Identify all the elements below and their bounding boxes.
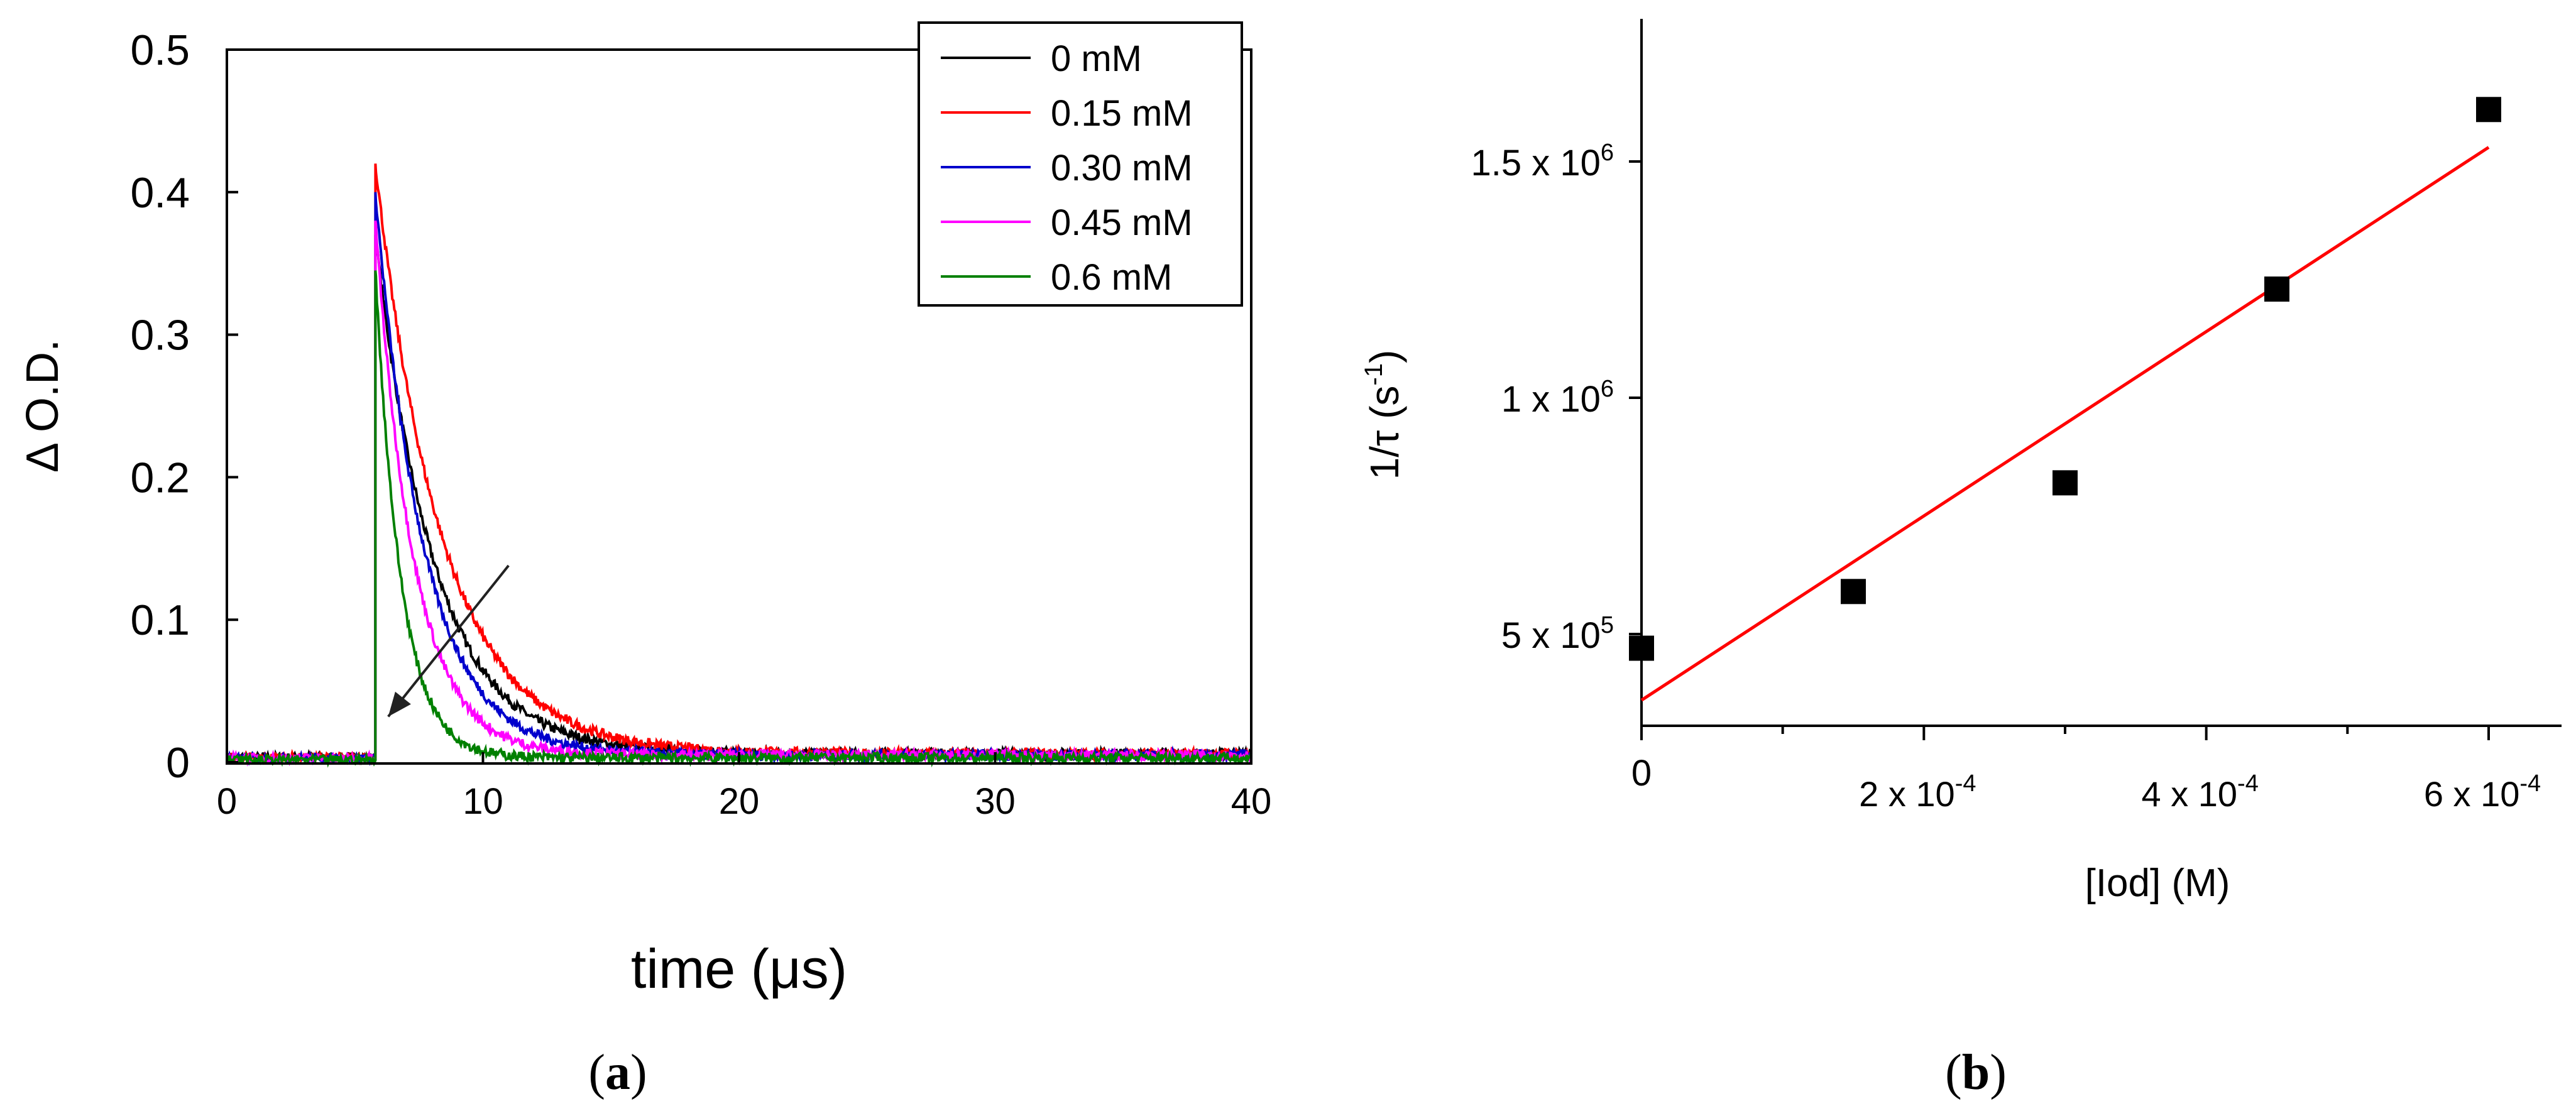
x-tick-mantissa: 6 x 10 — [2424, 774, 2520, 814]
data-point — [2476, 97, 2501, 123]
x-tick-exponent: -4 — [1955, 770, 1976, 797]
fit-line — [1640, 146, 2490, 702]
trend-arrow — [387, 564, 510, 718]
x-axis-ticks: 02 x 10-4 4 x 10-4 6 x 10-4 — [1631, 726, 2541, 814]
data-point — [1841, 579, 1866, 604]
y-tick-exponent: 6 — [1601, 376, 1614, 402]
legend-box — [918, 21, 1243, 307]
x-tick-label: 20 — [719, 781, 760, 822]
y-axis-label-sup: -1 — [1360, 363, 1388, 386]
y-tick-mantissa: 5 x 10 — [1501, 615, 1601, 656]
panel-a-caption-letter: a — [605, 1045, 630, 1100]
y-tick-exponent: 6 — [1601, 140, 1614, 166]
fit-line-segment — [1640, 146, 2490, 702]
y-axis-label-main: 1/τ (s — [1362, 386, 1407, 480]
panel-b-caption-letter: b — [1962, 1045, 1990, 1100]
data-point — [1629, 635, 1654, 661]
y-axis-label-end: ) — [1362, 350, 1407, 363]
legend-label: 0.15 mM — [1051, 93, 1193, 134]
x-tick-label: 30 — [975, 781, 1016, 822]
panel-a-caption: (a) — [588, 1045, 647, 1100]
y-tick-mantissa: 1 x 10 — [1501, 379, 1601, 420]
x-tick-label: 0 — [217, 781, 237, 822]
data-point — [2053, 470, 2078, 496]
y-axis-label: Δ O.D. — [18, 339, 68, 473]
y-tick-label: 1 x 106 — [1501, 376, 1614, 420]
x-tick-label: 10 — [463, 781, 503, 822]
arrow-head — [388, 691, 411, 717]
y-tick-exponent: 5 — [1601, 612, 1614, 638]
x-axis-ticks: 0 10 20 30 40 — [217, 752, 1271, 822]
legend: 0 mM 0.15 mM 0.30 mM 0.45 mM 0.6 mM — [918, 21, 1243, 307]
legend-label: 0.30 mM — [1051, 148, 1193, 189]
x-tick-label: 0 — [1631, 753, 1652, 794]
arrow-shaft — [387, 564, 510, 718]
panel-b-caption: (b) — [1945, 1045, 2007, 1100]
panel-a-chart: 0 10 20 30 40 0 0.1 0.2 0.3 0.4 0.5 time (μs) Δ O… — [18, 21, 1271, 1100]
y-tick-label: 0.1 — [130, 596, 190, 644]
y-tick-label: 1.5 x 106 — [1471, 140, 1614, 183]
y-tick-label: 5 x 105 — [1501, 612, 1614, 656]
x-tick-mantissa: 2 x 10 — [1859, 774, 1955, 814]
x-tick-label: 40 — [1231, 781, 1272, 822]
y-tick-mantissa: 1.5 x 10 — [1471, 143, 1600, 183]
y-axis-label: 1/τ (s-1) — [1360, 350, 1407, 480]
x-axis-label: time (μs) — [631, 938, 847, 1000]
x-tick-label: 4 x 10-4 — [2141, 770, 2258, 814]
series-line — [226, 234, 1252, 765]
x-tick-exponent: -4 — [2237, 770, 2259, 797]
legend-label: 0.6 mM — [1051, 257, 1172, 298]
legend-label: 0.45 mM — [1051, 202, 1193, 243]
x-tick-mantissa: 4 x 10 — [2141, 774, 2237, 814]
y-tick-label: 0.5 — [130, 26, 190, 74]
y-tick-label: 0.2 — [130, 454, 190, 501]
y-tick-label: 0.4 — [130, 169, 190, 217]
series-line — [226, 270, 1252, 768]
x-tick-label: 6 x 10-4 — [2424, 770, 2541, 814]
data-point — [2264, 276, 2289, 302]
data-points — [1629, 97, 2501, 661]
legend-label: 0 mM — [1051, 38, 1142, 79]
x-tick-label: 2 x 10-4 — [1859, 770, 1976, 814]
x-tick-exponent: -4 — [2519, 770, 2541, 797]
x-axis-label: [Iod] (M) — [2085, 862, 2230, 905]
y-axis-ticks: 0 0.1 0.2 0.3 0.4 0.5 — [130, 26, 238, 787]
y-tick-label: 0 — [166, 739, 190, 787]
y-tick-label: 0.3 — [130, 312, 190, 359]
